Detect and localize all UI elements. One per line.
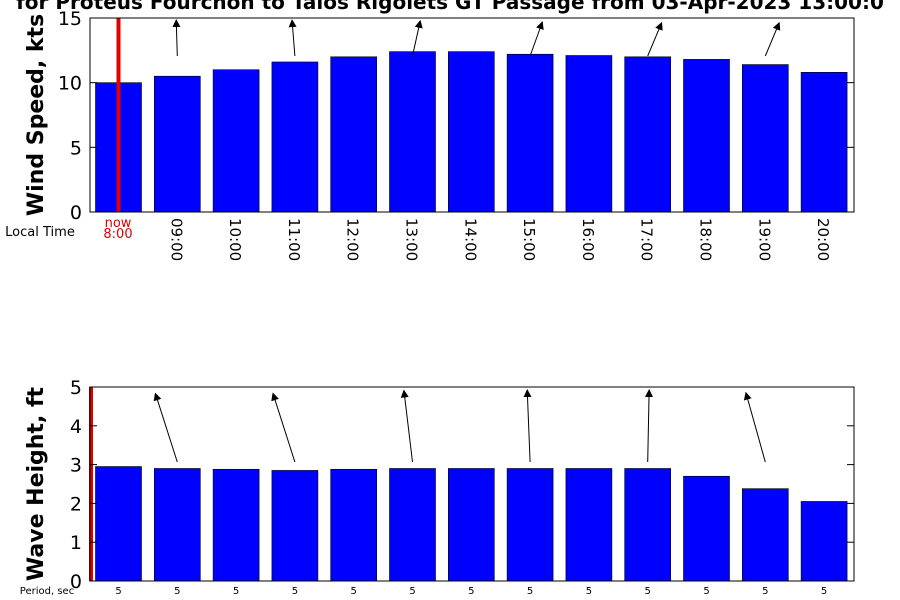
period-value: 5 <box>762 586 768 597</box>
wave-direction-arrows <box>153 389 766 463</box>
x-tick-label-12:00: 12:00 <box>344 218 362 261</box>
period-value: 5 <box>703 586 709 597</box>
x-tick-label-15:00: 15:00 <box>520 218 538 261</box>
direction-arrow-09:00 <box>153 392 178 463</box>
wave-height-bars <box>95 466 848 582</box>
bar-18:00 <box>683 59 730 213</box>
y-tick-label: 5 <box>70 377 82 399</box>
period-value: 5 <box>468 586 474 597</box>
x-tick-label-13:00: 13:00 <box>403 218 421 261</box>
wind-direction-arrows <box>172 19 781 57</box>
x-tick-label-10:00: 10:00 <box>226 218 244 261</box>
direction-arrow-19:00 <box>764 21 781 57</box>
direction-arrow-17:00 <box>645 389 653 463</box>
x-tick-label-11:00: 11:00 <box>285 218 303 261</box>
y-tick-label: 4 <box>70 416 82 438</box>
bar-11:00 <box>271 61 319 213</box>
period-value: 5 <box>586 586 592 597</box>
bar-09:00 <box>154 75 201 213</box>
bar-11:00 <box>271 470 319 582</box>
bar-14:00 <box>447 468 495 582</box>
bar-20:00 <box>800 501 848 582</box>
bar-15:00 <box>506 53 554 213</box>
y-tick-label: 0 <box>70 202 82 224</box>
x-tick-label-14:00: 14:00 <box>461 218 479 261</box>
bar-15:00 <box>506 468 554 582</box>
x-tick-label-20:00: 20:00 <box>814 218 832 261</box>
bar-14:00 <box>447 51 495 213</box>
direction-arrow-13:00 <box>412 19 423 57</box>
wind-speed-bars <box>95 51 848 213</box>
direction-arrow-17:00 <box>647 21 663 57</box>
wave-y-ticks: 0 1 2 3 4 5 <box>70 377 854 593</box>
bar-12:00 <box>330 56 378 213</box>
period-value: 5 <box>645 586 651 597</box>
y-tick-label: 1 <box>70 532 82 554</box>
bar-19:00 <box>741 64 789 213</box>
period-value: 5 <box>527 586 533 597</box>
period-value: 5 <box>115 586 121 597</box>
y-tick-label: 15 <box>58 8 82 30</box>
bar-17:00 <box>624 468 672 582</box>
x-tick-label-09:00: 09:00 <box>167 218 185 261</box>
now-time-label: 8:00 <box>103 227 132 242</box>
wind-plot-frame <box>89 17 855 213</box>
period-value: 5 <box>409 586 415 597</box>
x-tick-label-18:00: 18:00 <box>697 218 715 261</box>
wave-y-axis-label: Wave Height, ft <box>24 386 49 581</box>
bar-10:00 <box>212 468 260 582</box>
y-tick-label: 5 <box>70 137 82 159</box>
period-value: 5 <box>233 586 239 597</box>
y-tick-label: 3 <box>70 455 82 477</box>
bar-13:00 <box>389 468 436 582</box>
bar-18:00 <box>683 475 730 582</box>
direction-arrow-09:00 <box>172 19 181 57</box>
wave-plot-frame <box>89 386 855 582</box>
direction-arrow-19:00 <box>743 391 766 463</box>
period-value: 5 <box>351 586 357 597</box>
bar-8:00 <box>95 466 142 582</box>
direction-arrow-15:00 <box>529 21 544 57</box>
period-value: 5 <box>821 586 827 597</box>
period-label: Period, sec <box>20 586 74 597</box>
bar-17:00 <box>624 56 672 213</box>
direction-arrow-11:00 <box>271 392 296 463</box>
x-tick-label-16:00: 16:00 <box>579 218 597 261</box>
direction-arrow-11:00 <box>288 19 297 57</box>
direction-arrow-15:00 <box>523 389 532 463</box>
local-time-label: Local Time <box>5 225 75 240</box>
chart-title: for Proteus Fourchon to Talos Rigolets G… <box>16 0 884 14</box>
bar-20:00 <box>800 72 848 213</box>
bar-10:00 <box>212 69 260 213</box>
wave-period-labels: 5 5 5 5 5 5 5 5 5 5 5 5 5 <box>115 586 827 597</box>
wind-x-tick-labels: 09:00 10:00 11:00 12:00 13:00 14:00 15:00 16:00… <box>167 218 832 261</box>
bar-12:00 <box>330 468 378 582</box>
period-value: 5 <box>174 586 180 597</box>
x-tick-label-17:00: 17:00 <box>638 218 656 261</box>
y-tick-label: 10 <box>58 73 82 95</box>
bar-13:00 <box>389 51 436 213</box>
wind-y-axis-label: Wind Speed, kts <box>24 14 49 216</box>
now-label: now <box>105 216 132 231</box>
bar-09:00 <box>154 468 201 582</box>
y-tick-label: 2 <box>70 493 82 515</box>
wind-y-ticks: 0 5 10 15 <box>58 8 854 224</box>
bar-19:00 <box>741 488 789 582</box>
x-tick-label-19:00: 19:00 <box>755 218 773 261</box>
bar-16:00 <box>565 55 613 213</box>
bar-16:00 <box>565 468 613 582</box>
direction-arrow-13:00 <box>400 389 413 463</box>
period-value: 5 <box>292 586 298 597</box>
y-tick-label: 0 <box>70 571 82 593</box>
